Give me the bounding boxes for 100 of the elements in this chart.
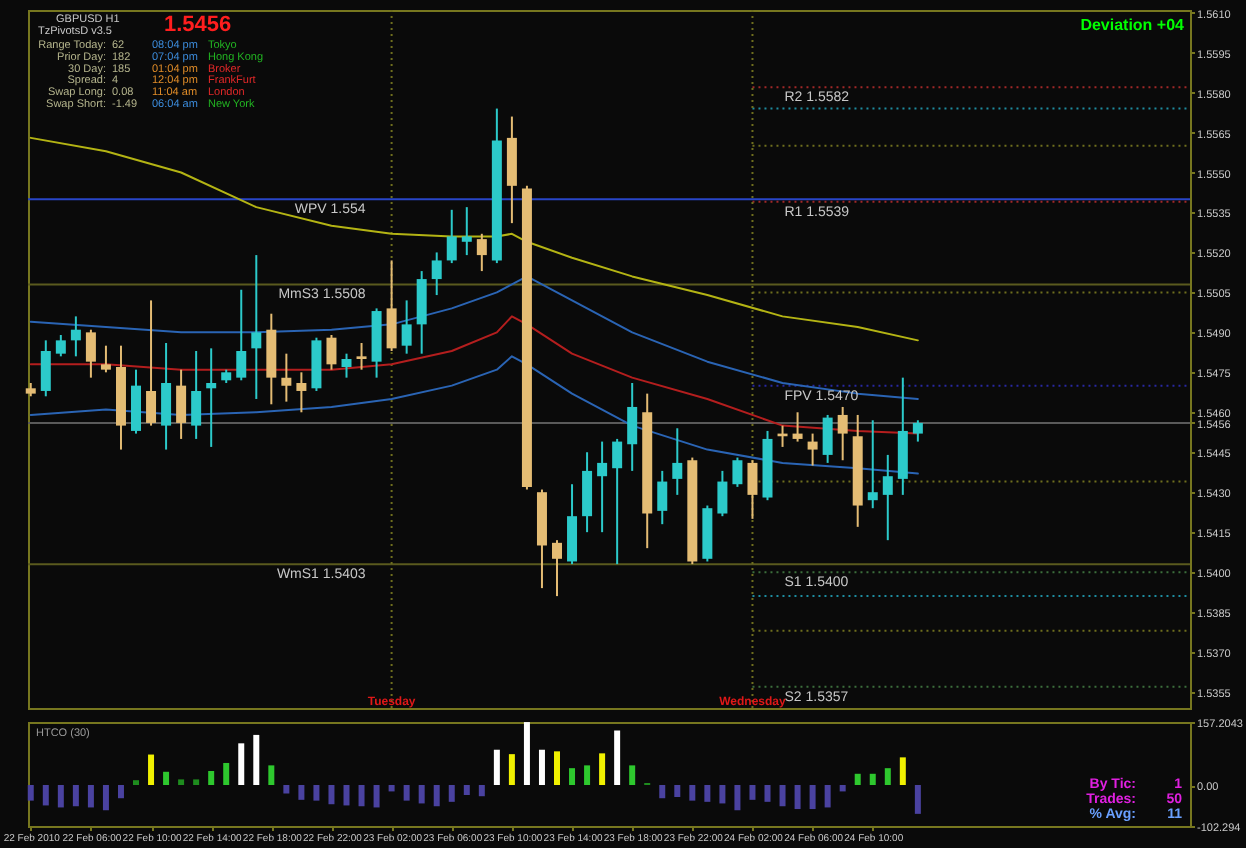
bar <box>208 770 215 785</box>
bar <box>493 749 500 785</box>
bar <box>463 785 470 796</box>
candlestick <box>55 334 66 358</box>
candlestick <box>266 312 277 406</box>
bar <box>719 785 726 804</box>
line-series <box>29 136 919 342</box>
candlestick <box>311 336 322 392</box>
candlestick <box>627 381 638 472</box>
bar <box>523 722 530 785</box>
candlestick <box>912 419 923 443</box>
bar <box>629 765 636 785</box>
candlestick <box>206 347 217 448</box>
candlestick <box>882 453 893 542</box>
bar <box>764 785 771 802</box>
candlestick <box>281 352 292 403</box>
candlestick <box>191 350 202 440</box>
candlestick <box>146 299 157 427</box>
candlestick <box>416 270 427 355</box>
bar <box>448 785 455 802</box>
bar <box>313 785 320 801</box>
bar <box>794 785 801 810</box>
bar <box>328 785 335 805</box>
candlestick <box>401 299 412 355</box>
line-series <box>29 275 919 400</box>
bar <box>193 779 200 785</box>
candlestick <box>582 451 593 534</box>
candlestick <box>657 469 668 526</box>
bar <box>734 785 741 811</box>
candlestick <box>597 440 608 534</box>
candlestick <box>296 371 307 414</box>
candlestick <box>792 411 803 443</box>
bar <box>869 773 876 785</box>
candlestick <box>837 405 848 462</box>
bar <box>839 785 846 792</box>
bar <box>268 765 275 785</box>
candlestick <box>822 413 833 464</box>
bar <box>749 785 756 800</box>
candlestick <box>236 288 247 382</box>
candlestick <box>461 206 472 257</box>
bar <box>538 749 545 785</box>
bar <box>283 785 290 794</box>
bar <box>72 785 79 807</box>
bar <box>163 771 170 785</box>
bar <box>117 785 124 799</box>
candlestick <box>131 368 142 435</box>
bar <box>148 754 155 785</box>
bar <box>373 785 380 808</box>
candlestick <box>446 208 457 265</box>
candlestick <box>176 368 187 440</box>
bar <box>779 785 786 807</box>
bar <box>358 785 365 807</box>
bar <box>599 753 606 785</box>
annotation: Deviation +04 <box>1080 16 1186 34</box>
candlestick <box>431 251 442 297</box>
bar <box>102 785 109 811</box>
candlestick <box>100 344 111 374</box>
candlestick <box>326 334 337 371</box>
line-series <box>29 355 919 475</box>
bar <box>87 785 94 808</box>
candlestick <box>552 539 562 598</box>
bar <box>343 785 350 806</box>
candlestick <box>40 339 51 398</box>
candlestick <box>386 259 397 353</box>
candlestick <box>476 232 487 273</box>
bar <box>659 785 666 799</box>
candlestick <box>747 459 758 520</box>
candlestick <box>356 342 367 371</box>
candlestick <box>672 427 683 496</box>
bar <box>554 751 560 785</box>
bar <box>178 779 185 785</box>
bar <box>569 768 576 785</box>
candlestick <box>70 315 81 358</box>
bar <box>884 768 891 785</box>
candlestick <box>251 254 262 400</box>
bar <box>418 785 425 804</box>
candlestick <box>161 342 172 451</box>
bar <box>253 734 260 785</box>
bar <box>704 785 711 802</box>
candlestick <box>341 352 352 379</box>
bar <box>42 785 49 806</box>
bar <box>298 785 305 800</box>
bar <box>478 785 485 797</box>
candlestick <box>612 437 623 566</box>
candlestick <box>717 469 728 518</box>
bar <box>614 730 621 785</box>
bar <box>57 785 64 808</box>
bar <box>27 785 34 801</box>
bar <box>403 785 410 801</box>
bar <box>899 757 906 785</box>
candlestick <box>897 376 908 496</box>
candlestick <box>506 115 517 225</box>
bar <box>584 765 591 785</box>
bar <box>508 754 515 785</box>
candlestick <box>85 328 96 379</box>
bar <box>824 785 831 808</box>
bar <box>674 785 681 798</box>
annotation: 1.5456 <box>164 13 232 37</box>
bar <box>433 785 440 807</box>
bar <box>809 785 816 810</box>
